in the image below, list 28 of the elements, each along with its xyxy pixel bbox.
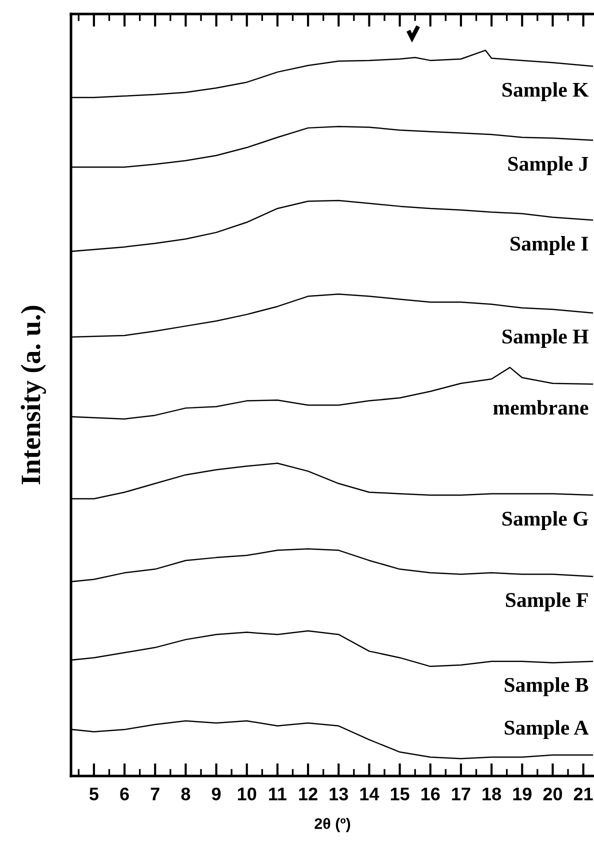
series-label: Sample J [508,156,588,176]
x-tick-label: 18 [482,788,502,800]
x-tick-label: 7 [150,788,160,800]
x-tick-label: 5 [89,788,98,800]
x-tick-label: 21 [574,788,593,800]
series-label: Sample K [502,82,589,102]
x-tick-label: 16 [421,788,440,800]
series-label: Sample A [504,720,589,739]
x-tick-label: 8 [181,788,190,800]
x-axis-title: 2θ (º) [314,818,350,832]
x-tick-label: 9 [212,788,221,800]
series-label: Sample H [502,328,588,348]
x-tick-label: 20 [543,788,562,800]
x-tick-label: 11 [269,788,286,800]
series-label: Sample G [502,511,588,530]
x-tick-label: 15 [390,788,410,800]
x-tick-label: 19 [513,788,532,800]
x-tick-label: 12 [299,788,318,800]
series-label: membrane [493,400,588,415]
x-tick-label: 10 [238,788,256,800]
x-tick-label: 17 [452,788,470,800]
series-label: Sample I [510,236,588,255]
x-tick-label: 14 [360,788,380,800]
y-axis-title: Intensity (a. u.) [20,306,46,484]
x-tick-label: 13 [330,788,348,800]
series-label: Sample F [506,592,588,612]
series-label: Sample B [504,677,588,696]
x-tick-label: 6 [120,788,129,800]
